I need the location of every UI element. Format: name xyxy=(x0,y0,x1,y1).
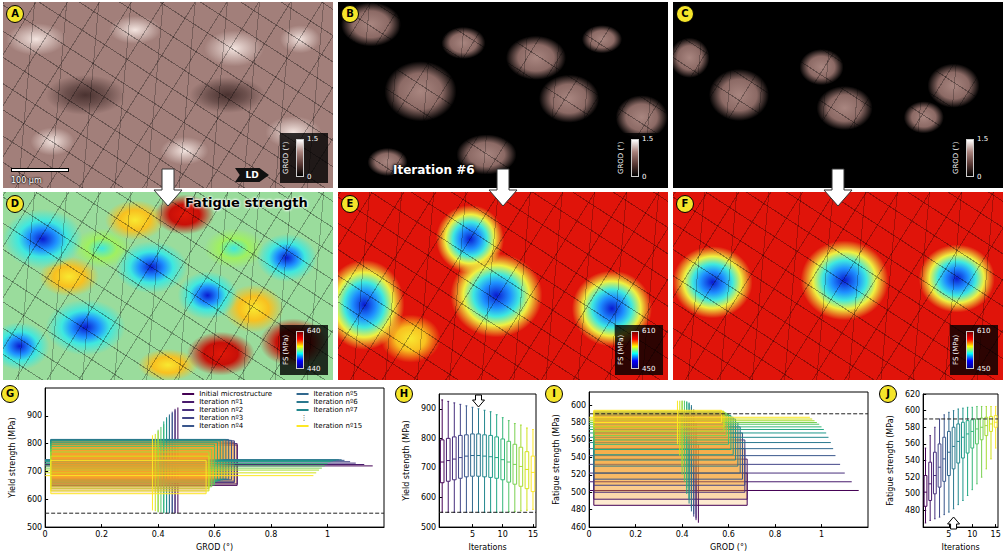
svg-text:600: 600 xyxy=(27,495,42,504)
svg-text:580: 580 xyxy=(905,423,920,432)
svg-text:0.2: 0.2 xyxy=(629,530,642,539)
svg-text:0.6: 0.6 xyxy=(208,530,221,539)
svg-text:500: 500 xyxy=(421,523,436,532)
svg-text:540: 540 xyxy=(571,453,586,462)
html-text:440: 440 xyxy=(307,365,321,373)
svg-text:Iteration nº7: Iteration nº7 xyxy=(314,406,358,414)
svg-text:Iteration nº3: Iteration nº3 xyxy=(199,414,243,422)
svg-text:Iteration nº6: Iteration nº6 xyxy=(314,398,359,406)
svg-text:Iterations: Iterations xyxy=(469,543,507,552)
html-text:D: D xyxy=(10,198,20,209)
svg-text:560: 560 xyxy=(905,439,920,448)
html-text:A: A xyxy=(11,8,19,19)
svg-text:0.8: 0.8 xyxy=(769,530,782,539)
svg-text:0: 0 xyxy=(587,530,592,539)
svg-text:Yield strength (MPa): Yield strength (MPa) xyxy=(402,420,411,501)
svg-text:0.4: 0.4 xyxy=(152,530,165,539)
html-text:Fatigue strength: Fatigue strength xyxy=(185,195,308,210)
svg-text:Fatigue strength (MPa): Fatigue strength (MPa) xyxy=(886,415,895,506)
svg-text:580: 580 xyxy=(571,418,586,427)
svg-text:500: 500 xyxy=(905,489,920,498)
svg-text:15: 15 xyxy=(991,530,1001,539)
svg-text:0: 0 xyxy=(43,530,48,539)
html-text:I: I xyxy=(552,388,556,399)
html-text:0: 0 xyxy=(977,173,982,181)
svg-text:560: 560 xyxy=(571,435,586,444)
svg-text:800: 800 xyxy=(421,434,436,443)
html-text:1.5: 1.5 xyxy=(977,135,989,143)
svg-text:600: 600 xyxy=(571,401,586,410)
html-text:G: G xyxy=(5,388,15,399)
html-text:450: 450 xyxy=(642,365,656,373)
svg-text:Iterations: Iterations xyxy=(942,543,980,552)
svg-text:700: 700 xyxy=(27,467,42,476)
svg-text:10: 10 xyxy=(967,530,977,539)
html-text:H: H xyxy=(399,388,409,399)
html-text:LD: LD xyxy=(245,170,259,180)
html-text:0: 0 xyxy=(307,173,312,181)
svg-text:600: 600 xyxy=(905,406,920,415)
html-text:FS (MPa): FS (MPa) xyxy=(952,334,960,366)
html-text:FS (MPa): FS (MPa) xyxy=(617,334,625,366)
svg-text:540: 540 xyxy=(905,456,920,465)
svg-text:Iteration nº2: Iteration nº2 xyxy=(199,406,243,414)
svg-text:1: 1 xyxy=(819,530,824,539)
svg-text:900: 900 xyxy=(421,404,436,413)
html-text:B: B xyxy=(346,8,354,19)
html-text:GROD (°): GROD (°) xyxy=(617,141,625,175)
svg-text:Yield strength (MPa): Yield strength (MPa) xyxy=(8,417,17,498)
svg-text:GROD (°): GROD (°) xyxy=(710,543,747,552)
svg-text:5: 5 xyxy=(470,530,475,539)
svg-text:Initial microstructure: Initial microstructure xyxy=(199,390,272,398)
svg-text:⋮: ⋮ xyxy=(301,414,308,422)
svg-text:0.8: 0.8 xyxy=(265,530,278,539)
html-text:1.5: 1.5 xyxy=(642,135,654,143)
html-text:E: E xyxy=(346,198,354,209)
svg-text:0.6: 0.6 xyxy=(722,530,735,539)
svg-text:5: 5 xyxy=(946,530,951,539)
html-text:FS (MPa): FS (MPa) xyxy=(282,334,290,366)
svg-text:480: 480 xyxy=(571,505,586,514)
svg-text:620: 620 xyxy=(905,390,920,399)
svg-text:Iteration nº4: Iteration nº4 xyxy=(199,422,244,430)
svg-text:Iteration nº1: Iteration nº1 xyxy=(199,398,243,406)
svg-text:10: 10 xyxy=(498,530,508,539)
svg-text:460: 460 xyxy=(571,523,586,532)
svg-text:Iteration nº15: Iteration nº15 xyxy=(314,422,363,430)
html-text:100 µm: 100 µm xyxy=(11,176,42,185)
svg-text:480: 480 xyxy=(905,506,920,515)
html-text:Iteration #6: Iteration #6 xyxy=(393,163,475,177)
svg-text:Fatigue strength (MPa): Fatigue strength (MPa) xyxy=(552,414,561,505)
svg-text:0.2: 0.2 xyxy=(95,530,108,539)
html-text:610: 610 xyxy=(642,327,656,335)
svg-text:0.4: 0.4 xyxy=(676,530,689,539)
html-text:0: 0 xyxy=(642,173,647,181)
html-text:1.5: 1.5 xyxy=(307,135,319,143)
svg-text:520: 520 xyxy=(571,470,586,479)
svg-text:GROD (°): GROD (°) xyxy=(196,543,233,552)
svg-text:900: 900 xyxy=(27,411,42,420)
svg-text:600: 600 xyxy=(421,493,436,502)
html-text:GROD (°): GROD (°) xyxy=(282,141,290,175)
html-text:640: 640 xyxy=(307,327,321,335)
svg-text:15: 15 xyxy=(528,530,538,539)
html-text:610: 610 xyxy=(977,327,991,335)
svg-text:1: 1 xyxy=(325,530,330,539)
svg-text:Iteration nº5: Iteration nº5 xyxy=(314,390,358,398)
html-text:450: 450 xyxy=(977,365,991,373)
html-text:GROD (°): GROD (°) xyxy=(952,141,960,175)
svg-text:520: 520 xyxy=(905,473,920,482)
svg-text:700: 700 xyxy=(421,463,436,472)
html-text:J: J xyxy=(886,388,890,399)
svg-text:500: 500 xyxy=(571,488,586,497)
html-text:C: C xyxy=(681,8,689,19)
svg-text:500: 500 xyxy=(27,523,42,532)
html-text:F: F xyxy=(681,198,689,209)
svg-text:800: 800 xyxy=(27,439,42,448)
